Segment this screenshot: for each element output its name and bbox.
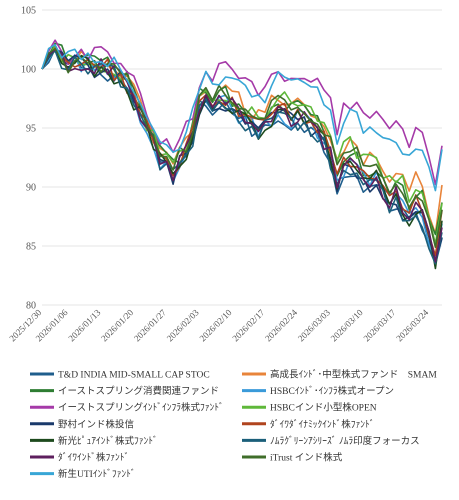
legend-label: 野村インド株投信 bbox=[58, 418, 134, 430]
series-line bbox=[41, 44, 443, 235]
legend-label: 高成長ｲﾝﾄﾞ･中型株式ファンド SMAM bbox=[270, 369, 437, 381]
x-tick-label: 2026/02/03 bbox=[165, 307, 201, 343]
series-line bbox=[41, 47, 443, 259]
series-line bbox=[41, 48, 443, 266]
y-tick-label: 85 bbox=[26, 242, 36, 253]
x-tick-label: 2026/01/20 bbox=[99, 307, 135, 343]
legend-label: T&D INDIA MID-SMALL CAP STOC bbox=[58, 371, 210, 381]
legend: T&D INDIA MID-SMALL CAP STOC 高成長ｲﾝﾄﾞ･中型株式… bbox=[30, 369, 437, 480]
legend-label: イーストスプリング消費関連ファンド bbox=[58, 385, 219, 397]
series-line bbox=[41, 48, 443, 262]
x-tick-label: 2026/03/10 bbox=[329, 307, 365, 343]
legend-label: iTrust インド株式 bbox=[270, 452, 343, 464]
x-tick-label: 2026/03/17 bbox=[361, 307, 397, 343]
legend-label: HSBCインド小型株OPEN bbox=[270, 402, 377, 414]
legend-label: 新光ﾋﾟｭｱｲﾝﾄﾞ株式ﾌｧﾝﾄﾞ bbox=[58, 435, 158, 447]
legend-label: ﾀﾞｲﾜﾀﾞｲﾅﾐｯｸｲﾝﾄﾞ株ﾌｧﾝﾄﾞ bbox=[270, 418, 375, 430]
x-tick-label: 2026/03/03 bbox=[296, 307, 332, 343]
y-axis-ticks: 80 85 90 95 100 105 bbox=[21, 6, 36, 312]
series-lines bbox=[41, 39, 443, 270]
y-tick-label: 105 bbox=[21, 6, 36, 17]
grid-lines bbox=[42, 9, 442, 306]
x-tick-label: 2026/01/27 bbox=[132, 307, 168, 343]
series-line bbox=[41, 43, 443, 192]
series-line bbox=[41, 39, 443, 186]
legend-label: イーストスプリングｲﾝﾄﾞｲﾝﾌﾗ株式ﾌｧﾝﾄﾞ bbox=[58, 402, 224, 414]
x-axis-ticks: 2025/12/302026/01/062026/01/132026/01/20… bbox=[7, 307, 430, 343]
y-tick-label: 100 bbox=[21, 65, 36, 76]
series-line bbox=[41, 49, 443, 270]
legend-label: 新生UTIｲﾝﾄﾞﾌｧﾝﾄﾞ bbox=[58, 468, 136, 480]
x-tick-label: 2026/01/13 bbox=[66, 307, 102, 343]
x-tick-label: 2026/02/17 bbox=[230, 307, 266, 343]
y-tick-label: 90 bbox=[26, 183, 36, 194]
legend-label: ﾀﾞｲﾜｲﾝﾄﾞ株ﾌｧﾝﾄﾞ bbox=[58, 452, 129, 464]
x-tick-label: 2026/02/10 bbox=[198, 307, 234, 343]
y-tick-label: 80 bbox=[26, 301, 36, 312]
x-tick-label: 2026/02/24 bbox=[263, 307, 299, 343]
x-tick-label: 2026/03/24 bbox=[394, 307, 430, 343]
series-line bbox=[41, 48, 443, 248]
series-line bbox=[41, 49, 443, 263]
legend-label: ﾉﾑﾗｸﾞﾘｰﾝｱｼﾘｰｽﾞ ﾉﾑﾗ印度フォーカス bbox=[270, 435, 420, 447]
series-line bbox=[41, 47, 443, 257]
legend-label: HSBCｲﾝﾄﾞ･ｲﾝﾌﾗ株式オープン bbox=[270, 385, 394, 397]
y-tick-label: 95 bbox=[26, 124, 36, 135]
